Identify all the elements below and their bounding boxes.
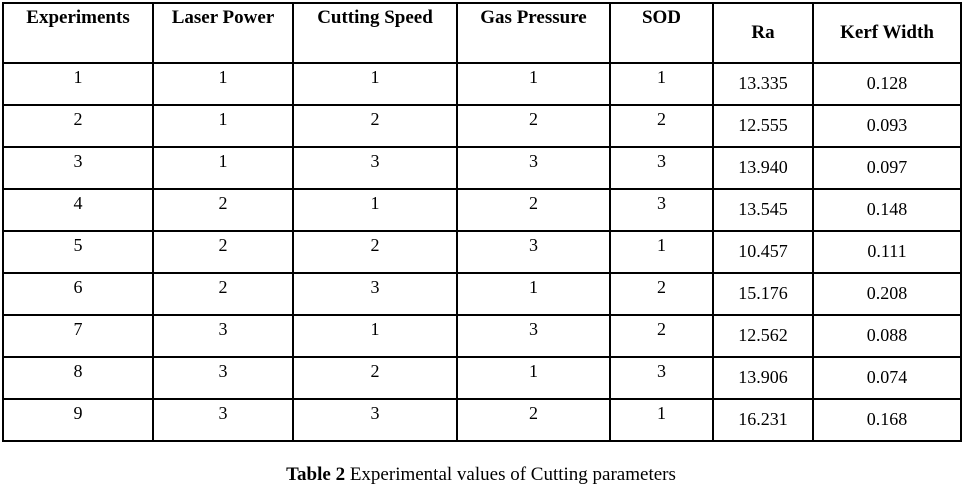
cell-kerf-width: 0.097 — [812, 146, 962, 190]
cell-ra: 13.940 — [712, 146, 814, 190]
cell-kerf-width: 0.168 — [812, 398, 962, 442]
cell-ra: 15.176 — [712, 272, 814, 316]
cell-experiments: 6 — [2, 272, 154, 316]
table-row: 6 2 3 1 2 15.176 0.208 — [2, 272, 962, 316]
column-header-gas-pressure: Gas Pressure — [456, 2, 611, 64]
table-row: 9 3 3 2 1 16.231 0.168 — [2, 398, 962, 442]
cell-gas-pressure: 1 — [456, 356, 611, 400]
cell-experiments: 4 — [2, 188, 154, 232]
column-header-cutting-speed: Cutting Speed — [292, 2, 458, 64]
cell-kerf-width: 0.111 — [812, 230, 962, 274]
table-row: 5 2 2 3 1 10.457 0.111 — [2, 230, 962, 274]
cell-gas-pressure: 1 — [456, 62, 611, 106]
table-row: 4 2 1 2 3 13.545 0.148 — [2, 188, 962, 232]
cell-laser-power: 1 — [152, 62, 294, 106]
cell-cutting-speed: 3 — [292, 146, 458, 190]
cell-sod: 1 — [609, 230, 714, 274]
column-header-laser-power: Laser Power — [152, 2, 294, 64]
column-header-sod: SOD — [609, 2, 714, 64]
column-header-ra: Ra — [712, 2, 814, 64]
cell-sod: 3 — [609, 188, 714, 232]
cell-cutting-speed: 2 — [292, 104, 458, 148]
cell-kerf-width: 0.208 — [812, 272, 962, 316]
cell-sod: 1 — [609, 398, 714, 442]
cell-cutting-speed: 3 — [292, 398, 458, 442]
cell-laser-power: 3 — [152, 398, 294, 442]
cell-ra: 10.457 — [712, 230, 814, 274]
cell-laser-power: 3 — [152, 314, 294, 358]
column-header-experiments: Experiments — [2, 2, 154, 64]
cell-kerf-width: 0.074 — [812, 356, 962, 400]
table-header-row: Experiments Laser Power Cutting Speed Gas P… — [2, 2, 962, 64]
cutting-parameters-table: Experiments Laser Power Cutting Speed Gas P… — [2, 2, 962, 442]
cell-cutting-speed: 2 — [292, 230, 458, 274]
cell-laser-power: 2 — [152, 230, 294, 274]
cell-sod: 2 — [609, 272, 714, 316]
cell-gas-pressure: 3 — [456, 146, 611, 190]
cell-kerf-width: 0.088 — [812, 314, 962, 358]
cell-ra: 12.555 — [712, 104, 814, 148]
cell-ra: 13.545 — [712, 188, 814, 232]
table-row: 3 1 3 3 3 13.940 0.097 — [2, 146, 962, 190]
cell-sod: 3 — [609, 146, 714, 190]
cell-kerf-width: 0.128 — [812, 62, 962, 106]
cell-experiments: 9 — [2, 398, 154, 442]
column-header-kerf-width: Kerf Width — [812, 2, 962, 64]
cell-laser-power: 3 — [152, 356, 294, 400]
cell-sod: 1 — [609, 62, 714, 106]
cell-experiments: 3 — [2, 146, 154, 190]
cell-laser-power: 1 — [152, 146, 294, 190]
cell-cutting-speed: 2 — [292, 356, 458, 400]
cell-ra: 13.335 — [712, 62, 814, 106]
cell-gas-pressure: 1 — [456, 272, 611, 316]
cell-sod: 2 — [609, 314, 714, 358]
cell-laser-power: 2 — [152, 272, 294, 316]
table-row: 7 3 1 3 2 12.562 0.088 — [2, 314, 962, 358]
cell-kerf-width: 0.093 — [812, 104, 962, 148]
caption-text: Experimental values of Cutting parameter… — [345, 464, 676, 485]
table-row: 8 3 2 1 3 13.906 0.074 — [2, 356, 962, 400]
cell-gas-pressure: 2 — [456, 398, 611, 442]
table-row: 2 1 2 2 2 12.555 0.093 — [2, 104, 962, 148]
cell-experiments: 1 — [2, 62, 154, 106]
cell-gas-pressure: 2 — [456, 104, 611, 148]
cell-laser-power: 2 — [152, 188, 294, 232]
cell-gas-pressure: 3 — [456, 314, 611, 358]
cell-cutting-speed: 1 — [292, 314, 458, 358]
cell-ra: 13.906 — [712, 356, 814, 400]
cell-laser-power: 1 — [152, 104, 294, 148]
cell-experiments: 8 — [2, 356, 154, 400]
cell-experiments: 2 — [2, 104, 154, 148]
cell-gas-pressure: 3 — [456, 230, 611, 274]
table-body: 1 1 1 1 1 13.335 0.128 2 1 2 2 2 12.555 0.093 3 1 3 3 3 13.… — [2, 62, 962, 442]
cell-gas-pressure: 2 — [456, 188, 611, 232]
cell-sod: 2 — [609, 104, 714, 148]
cell-cutting-speed: 3 — [292, 272, 458, 316]
table-caption: Table 2 Experimental values of Cutting p… — [0, 442, 962, 486]
cell-cutting-speed: 1 — [292, 188, 458, 232]
cell-cutting-speed: 1 — [292, 62, 458, 106]
cell-experiments: 5 — [2, 230, 154, 274]
cell-sod: 3 — [609, 356, 714, 400]
cell-ra: 16.231 — [712, 398, 814, 442]
cell-kerf-width: 0.148 — [812, 188, 962, 232]
table-row: 1 1 1 1 1 13.335 0.128 — [2, 62, 962, 106]
caption-label: Table 2 — [286, 464, 346, 485]
cell-ra: 12.562 — [712, 314, 814, 358]
cell-experiments: 7 — [2, 314, 154, 358]
